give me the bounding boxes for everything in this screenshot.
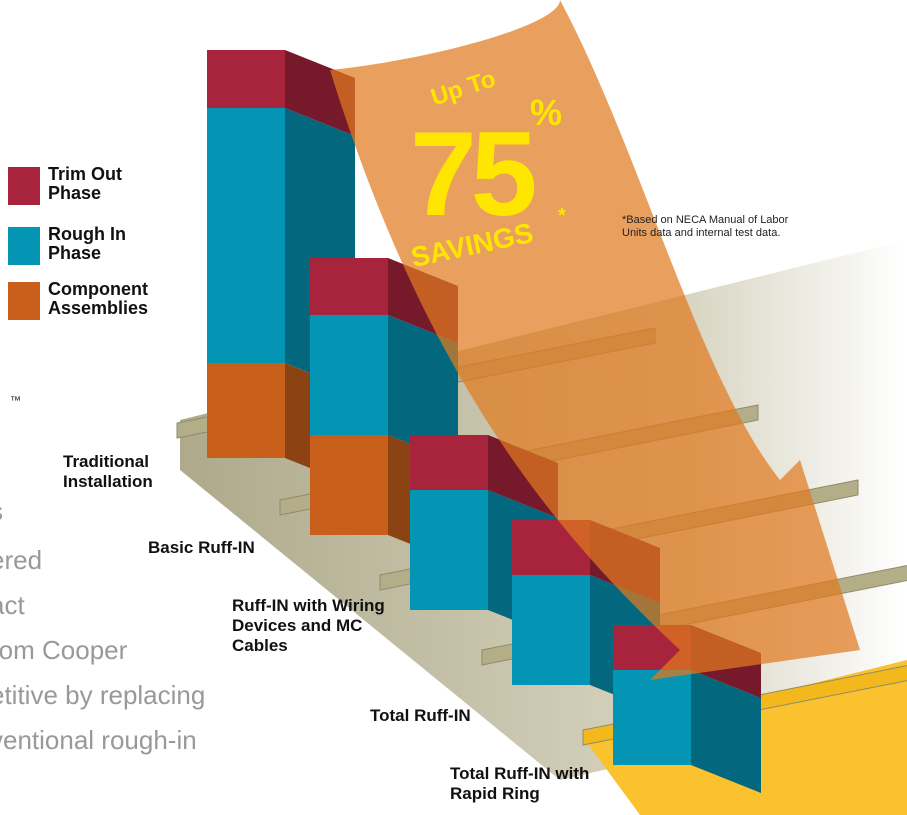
text-fragment: ered — [0, 545, 42, 576]
text-fragment: etitive by replacing — [0, 680, 205, 711]
bar-segment — [410, 490, 488, 610]
bar-segment — [310, 435, 388, 535]
annotation-percent: % — [530, 92, 562, 133]
category-label: Basic Ruff-IN — [148, 538, 298, 558]
legend-label: Component Assemblies — [48, 280, 158, 318]
legend-swatch — [8, 167, 40, 205]
category-label: Ruff-IN with Wiring Devices and MC Cable… — [232, 596, 402, 656]
legend-label: Trim Out Phase — [48, 165, 158, 203]
text-fragment: s — [0, 496, 3, 527]
text-fragment: act — [0, 590, 25, 621]
annotation-mark: * — [558, 205, 566, 227]
legend-swatch — [8, 227, 40, 265]
bar-segment — [207, 108, 285, 363]
chart: Up To75%SAVINGS* *Based on NECA Manual o… — [0, 0, 907, 815]
text-fragment: ventional rough-in — [0, 725, 197, 756]
text-fragment: rom Cooper — [0, 635, 127, 666]
text-fragment: ™ — [10, 395, 21, 407]
footnote: *Based on NECA Manual of Labor Units dat… — [622, 214, 792, 240]
bar-segment — [512, 575, 590, 685]
category-label: Total Ruff-IN — [370, 706, 520, 726]
legend-label: Rough In Phase — [48, 225, 158, 263]
category-label: Traditional Installation — [63, 452, 193, 492]
bar-segment — [613, 670, 691, 765]
bar-segment — [310, 315, 388, 435]
legend-swatch — [8, 282, 40, 320]
category-label: Total Ruff-IN with Rapid Ring — [450, 764, 600, 804]
page: body{margin:0;width:907px;height:815px;o… — [0, 0, 907, 815]
bar-segment — [207, 363, 285, 458]
